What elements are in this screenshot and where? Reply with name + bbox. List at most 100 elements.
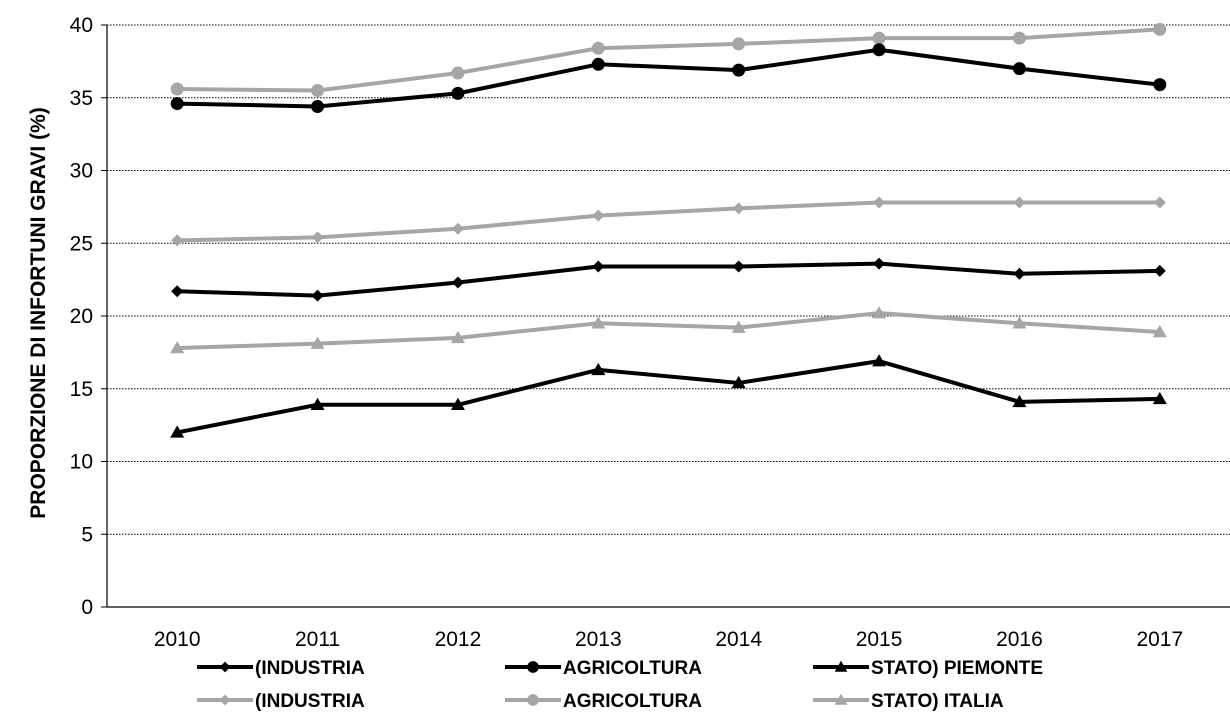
legend-label: STATO) ITALIA: [871, 691, 1004, 712]
data-point-triangle: [310, 397, 325, 411]
legend-label: (INDUSTRIA: [255, 691, 365, 712]
data-point-diamond: [451, 276, 464, 289]
data-point-circle: [527, 661, 539, 673]
data-point-diamond: [873, 257, 886, 270]
legend-label: (INDUSTRIA: [255, 658, 365, 679]
series-circle-gray: [170, 22, 1167, 97]
data-point-circle: [451, 66, 465, 80]
y-tick-label: 35: [70, 87, 93, 110]
y-tick-label: 25: [70, 232, 93, 255]
series-line: [175, 200, 1162, 243]
data-point-triangle: [834, 693, 848, 705]
legend-item: (INDUSTRIA: [197, 691, 365, 712]
data-point-triangle: [310, 336, 325, 349]
legend-item: (INDUSTRIA: [197, 658, 365, 679]
data-point-circle: [872, 31, 886, 45]
data-point-diamond: [171, 234, 184, 247]
data-point-diamond: [219, 661, 231, 673]
y-tick-label: 40: [70, 14, 93, 37]
data-point-circle: [732, 63, 746, 77]
series-triangle-gray: [170, 306, 1167, 354]
x-tick-label: 2011: [295, 628, 340, 651]
legend-label: AGRICOLTURA: [563, 658, 702, 679]
data-point-triangle: [872, 306, 887, 319]
data-point-triangle: [450, 397, 465, 411]
y-tick-label: 5: [81, 523, 93, 546]
x-tick-label: 2013: [575, 628, 622, 651]
series-group: [170, 22, 1167, 438]
data-point-diamond: [1153, 264, 1166, 277]
y-tick-label: 30: [70, 160, 93, 183]
data-point-diamond: [732, 260, 745, 273]
data-point-circle: [1012, 62, 1026, 76]
series-line: [175, 359, 1162, 435]
data-point-triangle: [834, 660, 848, 672]
x-tick-label: 2016: [996, 628, 1043, 651]
series-line: [175, 27, 1162, 93]
data-point-circle: [527, 694, 539, 706]
data-point-circle: [591, 57, 605, 71]
data-point-circle: [1153, 22, 1167, 36]
x-axis-ticks: 2010 2011 2012 2013 2014 2015 2016 2017: [154, 628, 1183, 651]
y-tick-label: 10: [70, 451, 93, 474]
data-point-triangle: [591, 316, 606, 329]
data-point-circle: [311, 99, 325, 113]
data-point-diamond: [873, 196, 886, 209]
data-point-diamond: [219, 694, 231, 706]
data-point-circle: [170, 97, 184, 111]
y-tick-label: 0: [81, 596, 93, 619]
series-line: [175, 311, 1162, 351]
data-point-diamond: [1153, 196, 1166, 209]
data-point-circle: [311, 83, 325, 97]
legend-label: STATO) PIEMONTE: [871, 658, 1043, 679]
data-point-triangle: [731, 320, 746, 333]
legend-item: AGRICOLTURA: [505, 658, 702, 679]
data-point-circle: [170, 82, 184, 96]
series-diamond-black: [171, 257, 1166, 302]
data-point-triangle: [731, 375, 746, 389]
data-point-triangle: [170, 425, 185, 438]
y-axis-ticks: 0 5 10 15 20 25 30 35 40: [70, 14, 107, 619]
data-point-circle: [1012, 31, 1026, 45]
data-point-diamond: [592, 260, 605, 273]
data-point-diamond: [311, 289, 324, 302]
y-tick-label: 15: [70, 378, 93, 401]
x-tick-label: 2015: [856, 628, 903, 651]
series-line: [175, 261, 1162, 298]
data-point-diamond: [1013, 267, 1026, 280]
data-point-triangle: [1152, 391, 1167, 405]
series-triangle-black: [170, 354, 1167, 438]
series-diamond-gray: [171, 196, 1166, 247]
y-tick-label: 20: [70, 305, 93, 328]
data-point-diamond: [451, 222, 464, 235]
data-point-diamond: [732, 202, 745, 215]
data-point-circle: [451, 86, 465, 100]
series-line: [175, 47, 1162, 109]
data-point-triangle: [450, 330, 465, 344]
legend-item: AGRICOLTURA: [505, 691, 702, 712]
legend: (INDUSTRIA AGRICOLTURA STATO) PIEMONTE (IND…: [197, 658, 1043, 712]
data-point-triangle: [170, 341, 185, 354]
x-tick-label: 2017: [1136, 628, 1183, 651]
data-point-triangle: [1012, 394, 1027, 408]
data-point-triangle: [1152, 325, 1167, 338]
gridlines: [107, 24, 1230, 535]
data-point-triangle: [1012, 316, 1027, 329]
x-tick-label: 2014: [715, 628, 762, 651]
data-point-circle: [1153, 78, 1167, 92]
data-point-circle: [732, 37, 746, 51]
x-tick-label: 2010: [154, 628, 201, 651]
data-point-circle: [591, 41, 605, 55]
data-point-circle: [872, 43, 886, 57]
legend-item: STATO) ITALIA: [813, 691, 1004, 712]
y-axis-title: PROPORZIONE DI INFORTUNI GRAVI (%): [27, 107, 50, 518]
data-point-triangle: [872, 354, 887, 367]
data-point-diamond: [171, 285, 184, 298]
data-point-diamond: [592, 209, 605, 222]
legend-label: AGRICOLTURA: [563, 691, 702, 712]
data-point-diamond: [1013, 196, 1026, 209]
series-circle-black: [170, 43, 1167, 113]
x-tick-label: 2012: [435, 628, 482, 651]
data-point-diamond: [311, 231, 324, 244]
